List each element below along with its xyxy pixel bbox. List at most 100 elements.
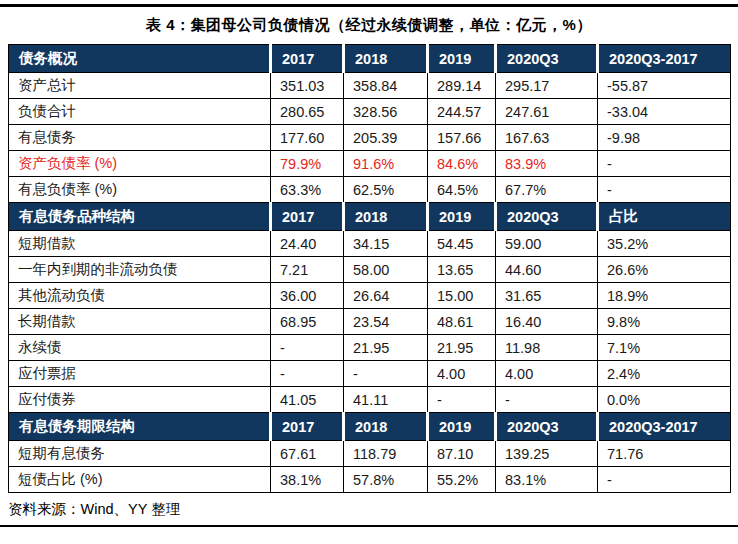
column-header-cell: 2018 <box>344 45 428 73</box>
value-cell: 38.1% <box>271 467 344 493</box>
column-header-cell: 2017 <box>271 413 344 441</box>
value-cell: 71.76 <box>598 441 731 467</box>
value-cell: 26.64 <box>344 283 428 309</box>
column-header-cell: 2017 <box>271 203 344 231</box>
table-row: 一年内到期的非流动负债7.2158.0013.6544.6026.6% <box>9 257 731 283</box>
table-row: 长期借款68.9523.5448.6116.409.8% <box>9 309 731 335</box>
value-cell: 9.8% <box>598 309 731 335</box>
row-label-cell: 其他流动负债 <box>9 283 271 309</box>
value-cell: - <box>598 177 731 203</box>
value-cell: 15.00 <box>428 283 496 309</box>
row-label-cell: 应付票据 <box>9 361 271 387</box>
row-label-cell: 长期借款 <box>9 309 271 335</box>
value-cell: - <box>496 387 598 413</box>
value-cell: 41.11 <box>344 387 428 413</box>
value-cell: - <box>271 361 344 387</box>
section-title-cell: 有息债务期限结构 <box>9 413 271 441</box>
row-label-cell: 短期借款 <box>9 231 271 257</box>
value-cell: 13.65 <box>428 257 496 283</box>
value-cell: 48.61 <box>428 309 496 335</box>
debt-table: 债务概况2017201820192020Q32020Q3-2017资产总计351… <box>8 44 731 493</box>
value-cell: 167.63 <box>496 125 598 151</box>
column-header-cell: 2017 <box>271 45 344 73</box>
value-cell: 177.60 <box>271 125 344 151</box>
table-row: 应付债券41.0541.11--0.0% <box>9 387 731 413</box>
value-cell: 44.60 <box>496 257 598 283</box>
column-header-cell: 2018 <box>344 413 428 441</box>
row-label-cell: 永续债 <box>9 335 271 361</box>
column-header-cell: 2019 <box>428 203 496 231</box>
value-cell: 54.45 <box>428 231 496 257</box>
value-cell: 247.61 <box>496 99 598 125</box>
value-cell: 57.8% <box>344 467 428 493</box>
value-cell: 24.40 <box>271 231 344 257</box>
value-cell: -9.98 <box>598 125 731 151</box>
value-cell: 205.39 <box>344 125 428 151</box>
value-cell: 244.57 <box>428 99 496 125</box>
row-label-cell: 资产负债率 (%) <box>9 151 271 177</box>
column-header-cell: 2020Q3 <box>496 203 598 231</box>
value-cell: 83.1% <box>496 467 598 493</box>
value-cell: 83.9% <box>496 151 598 177</box>
column-header-cell: 2020Q3 <box>496 45 598 73</box>
table-row: 永续债-21.9521.9511.987.1% <box>9 335 731 361</box>
value-cell: 21.95 <box>344 335 428 361</box>
row-label-cell: 有息负债率 (%) <box>9 177 271 203</box>
row-label-cell: 一年内到期的非流动负债 <box>9 257 271 283</box>
value-cell: 280.65 <box>271 99 344 125</box>
value-cell: 118.79 <box>344 441 428 467</box>
value-cell: 62.5% <box>344 177 428 203</box>
value-cell: 59.00 <box>496 231 598 257</box>
value-cell: 358.84 <box>344 73 428 99</box>
value-cell: 139.25 <box>496 441 598 467</box>
value-cell: 23.54 <box>344 309 428 335</box>
value-cell: - <box>598 467 731 493</box>
value-cell: -55.87 <box>598 73 731 99</box>
row-label-cell: 资产总计 <box>9 73 271 99</box>
value-cell: 18.9% <box>598 283 731 309</box>
value-cell: 21.95 <box>428 335 496 361</box>
table-row: 其他流动负债36.0026.6415.0031.6518.9% <box>9 283 731 309</box>
value-cell: 91.6% <box>344 151 428 177</box>
column-header-cell: 2018 <box>344 203 428 231</box>
value-cell: 36.00 <box>271 283 344 309</box>
table-row: 资产负债率 (%)79.9%91.6%84.6%83.9%- <box>9 151 731 177</box>
value-cell: 35.2% <box>598 231 731 257</box>
value-cell: 87.10 <box>428 441 496 467</box>
value-cell: 0.0% <box>598 387 731 413</box>
table-title: 表 4：集团母公司负债情况（经过永续债调整，单位：亿元，%） <box>0 7 738 44</box>
value-cell: 295.17 <box>496 73 598 99</box>
value-cell: 67.7% <box>496 177 598 203</box>
section-title-cell: 债务概况 <box>9 45 271 73</box>
source-note: 资料来源：Wind、YY 整理 <box>8 500 738 519</box>
value-cell: 84.6% <box>428 151 496 177</box>
column-header-cell: 2019 <box>428 45 496 73</box>
value-cell: 4.00 <box>496 361 598 387</box>
value-cell: 4.00 <box>428 361 496 387</box>
table-row: 短期借款24.4034.1554.4559.0035.2% <box>9 231 731 257</box>
value-cell: 2.4% <box>598 361 731 387</box>
table-row: 应付票据--4.004.002.4% <box>9 361 731 387</box>
value-cell: 67.61 <box>271 441 344 467</box>
value-cell: -33.04 <box>598 99 731 125</box>
value-cell: - <box>428 387 496 413</box>
row-label-cell: 短期有息债务 <box>9 441 271 467</box>
value-cell: 328.56 <box>344 99 428 125</box>
value-cell: 79.9% <box>271 151 344 177</box>
debt-table-body: 债务概况2017201820192020Q32020Q3-2017资产总计351… <box>9 45 731 493</box>
table-row: 有息负债率 (%)63.3%62.5%64.5%67.7%- <box>9 177 731 203</box>
value-cell: - <box>598 151 731 177</box>
value-cell: 34.15 <box>344 231 428 257</box>
column-header-cell: 占比 <box>598 203 731 231</box>
table-row: 短债占比 (%)38.1%57.8%55.2%83.1%- <box>9 467 731 493</box>
value-cell: 31.65 <box>496 283 598 309</box>
value-cell: 41.05 <box>271 387 344 413</box>
column-header-cell: 2020Q3 <box>496 413 598 441</box>
value-cell: - <box>344 361 428 387</box>
row-label-cell: 有息债务 <box>9 125 271 151</box>
value-cell: 26.6% <box>598 257 731 283</box>
value-cell: 7.21 <box>271 257 344 283</box>
row-label-cell: 应付债券 <box>9 387 271 413</box>
value-cell: - <box>271 335 344 361</box>
section-header-row: 有息债务品种结构2017201820192020Q3占比 <box>9 203 731 231</box>
